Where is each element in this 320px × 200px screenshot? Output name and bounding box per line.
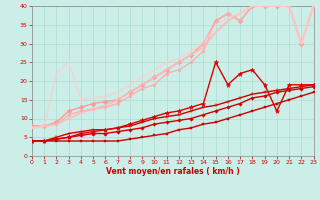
X-axis label: Vent moyen/en rafales ( km/h ): Vent moyen/en rafales ( km/h ): [106, 167, 240, 176]
